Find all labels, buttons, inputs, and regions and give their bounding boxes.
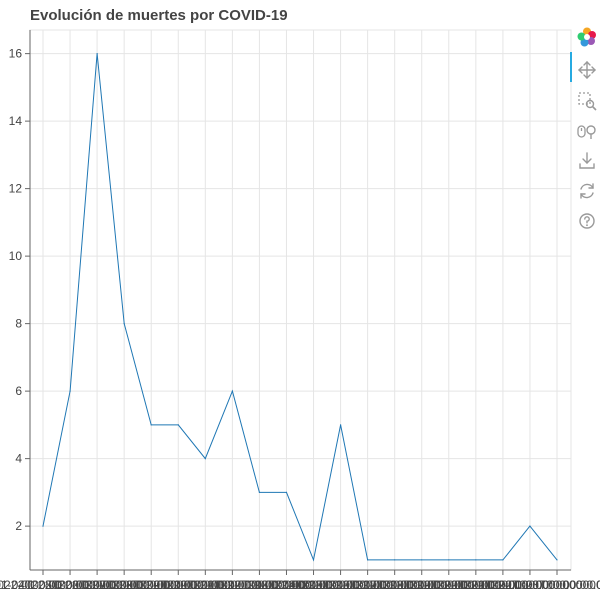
x-tick-label: 2022-01-17T00:00:00.000000: [315, 578, 474, 592]
x-tick-label: 2022-01-14T00:00:00.000000: [234, 578, 393, 592]
y-tick-label: 14: [9, 114, 23, 128]
data-point: [421, 559, 423, 561]
data-point: [556, 559, 558, 561]
x-tick-label: 2022-01-23T00:00:00.000000: [478, 578, 600, 592]
y-tick-label: 6: [15, 384, 22, 398]
x-tick-label: 2022-01-06T00:00:00.000000: [18, 578, 177, 592]
data-point: [285, 491, 288, 493]
data-point: [69, 390, 71, 392]
x-tick-label: 2022-01-09T00:00:00.000000: [99, 578, 258, 592]
x-tick-label: 2022-01-05T00:00:00.000000: [0, 578, 150, 592]
data-point: [502, 559, 504, 561]
data-point: [177, 424, 179, 426]
x-tick-label: 2022-01-15T00:00:00.000000: [261, 578, 420, 592]
pan-icon[interactable]: [576, 59, 598, 81]
box-zoom-icon[interactable]: [576, 90, 598, 112]
data-point: [42, 525, 44, 527]
bokeh-logo-icon[interactable]: [576, 26, 598, 48]
data-point: [123, 323, 125, 325]
x-tick-label: 2022-01-21T00:00:00.000000: [423, 578, 582, 592]
y-tick-label: 10: [9, 249, 23, 263]
x-tick-label: 2022-01-04T00:00:00.000000: [0, 578, 123, 592]
series-line: [42, 53, 558, 562]
save-icon[interactable]: [576, 150, 598, 172]
data-point: [258, 491, 261, 493]
x-tick-label: 2022-01-10T00:00:00.000000: [126, 578, 285, 592]
x-tick-label: 2022-01-12T00:00:00.000000: [180, 578, 339, 592]
x-tick-label: 2022-01-16T00:00:00.000000: [288, 578, 447, 592]
x-tick-label: 2022-01-20T00:00:00.000000: [396, 578, 555, 592]
data-point: [448, 559, 450, 561]
x-tick-label: 2022-01-07T00:00:00.000000: [45, 578, 204, 592]
x-tick-label: 2022-01-13T00:00:00.000000: [207, 578, 366, 592]
data-point: [394, 559, 396, 561]
y-tick-label: 4: [15, 452, 22, 466]
data-point: [96, 53, 98, 55]
toolbar: [570, 26, 598, 246]
data-point: [529, 525, 531, 527]
plot-frame: [29, 29, 572, 571]
y-tick-label: 16: [9, 47, 23, 61]
active-tool-indicator: [570, 52, 572, 82]
x-tick-label: 2022-01-11T00:00:00.000000: [153, 578, 311, 592]
y-tick-label: 12: [9, 182, 23, 196]
y-tick-label: 8: [15, 317, 22, 331]
data-point: [150, 424, 152, 426]
data-point: [367, 559, 369, 561]
data-point: [204, 458, 206, 460]
x-tick-label: 2022-01-22T00:00:00.000000: [451, 578, 600, 592]
x-tick-label: 2022-01-18T00:00:00.000000: [342, 578, 501, 592]
help-icon[interactable]: [576, 210, 598, 232]
y-tick-label: 2: [15, 519, 22, 533]
data-point: [231, 390, 233, 392]
chart-title: Evolución de muertes por COVID-19: [30, 7, 288, 24]
x-tick-label: 2022-01-08T00:00:00.000000: [72, 578, 231, 592]
wheel-zoom-icon[interactable]: [576, 120, 598, 142]
x-tick-label: 2022-01-19T00:00:00.000000: [369, 578, 528, 592]
data-point: [339, 424, 342, 426]
data-point: [475, 559, 477, 561]
data-point: [312, 559, 315, 561]
reset-icon[interactable]: [576, 180, 598, 202]
